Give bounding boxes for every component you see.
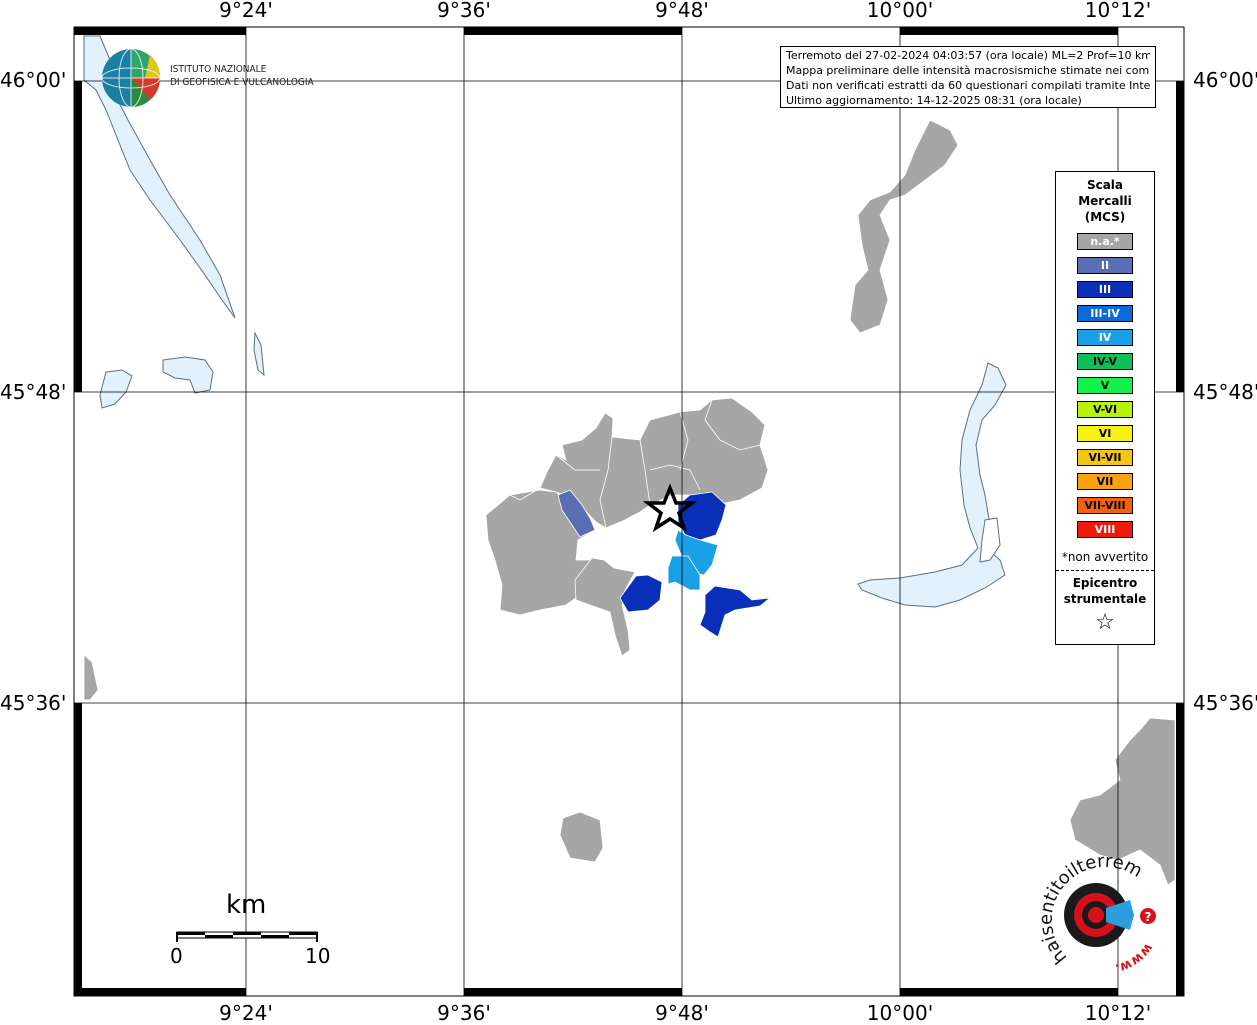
muni-south-small xyxy=(559,811,604,863)
legend-swatch-6: V xyxy=(1077,377,1133,394)
legend-swatch-2: III xyxy=(1077,281,1133,298)
legend-swatch-11: VII-VIII xyxy=(1077,497,1133,514)
ingv-logo-globe-icon xyxy=(101,48,161,108)
lake-small-3 xyxy=(99,369,133,409)
tick-right-1: 46°00' xyxy=(1193,68,1257,92)
muni-iv-1 xyxy=(674,529,719,576)
tick-bottom-1: 9°24' xyxy=(219,1001,273,1025)
tick-bottom-2: 9°36' xyxy=(437,1001,491,1025)
municipal-borders xyxy=(509,399,761,529)
lake-island xyxy=(979,517,1001,563)
legend-note: *non avvertito xyxy=(1061,550,1149,564)
tick-top-5: 10°12' xyxy=(1084,0,1152,22)
muni-iii-2 xyxy=(619,574,663,613)
scale-start: 0 xyxy=(170,944,183,968)
info-line-3: Dati non verificati estratti da 60 quest… xyxy=(786,79,1150,92)
legend-title-3: (MCS) xyxy=(1084,210,1126,224)
legend-swatch-9: VI-VII xyxy=(1077,449,1133,466)
lake-small-1 xyxy=(253,331,265,377)
tick-bottom-4: 10°00' xyxy=(866,1001,934,1025)
lake-iseo xyxy=(857,362,1007,608)
logo-line-2: DI GEOFISICA E VULCANOLOGIA xyxy=(170,77,314,88)
info-line-1: Terremoto del 27-02-2024 04:03:57 (ora l… xyxy=(786,49,1150,62)
legend-swatch-1: II xyxy=(1077,257,1133,274)
muni-intensity-ii xyxy=(557,489,596,538)
legend-swatch-8: VI xyxy=(1077,425,1133,442)
logo-line-1: ISTITUTO NAZIONALE xyxy=(170,64,267,75)
legend-swatch-10: VII xyxy=(1077,473,1133,490)
legend-title-1: Scala xyxy=(1086,178,1124,192)
muni-cluster-south xyxy=(574,557,636,657)
legend-star-icon: ☆ xyxy=(1095,610,1115,635)
mcs-legend: Scala Mercalli (MCS) n.a.* II III III-IV IV I… xyxy=(1055,171,1155,645)
muni-west-edge xyxy=(83,654,99,701)
tick-top-3: 9°48' xyxy=(655,0,709,22)
epicenter-star-icon xyxy=(642,483,698,533)
legend-epicenter: Epicentro strumentale xyxy=(1056,575,1154,607)
tick-left-1: 46°00' xyxy=(0,68,67,92)
muni-southeast xyxy=(1069,717,1176,886)
tick-bottom-5: 10°12' xyxy=(1084,1001,1152,1025)
muni-iv-2 xyxy=(667,555,701,591)
muni-iii-3 xyxy=(699,585,772,638)
legend-title-2: Mercalli xyxy=(1078,194,1132,208)
legend-swatch-4: IV xyxy=(1077,329,1133,346)
legend-items: n.a.* II III III-IV IV IV-V V V-VI VI VI-VII VII VI… xyxy=(1056,233,1154,538)
legend-title: Scala Mercalli (MCS) xyxy=(1056,177,1154,225)
tick-left-3: 45°36' xyxy=(0,691,67,715)
tick-top-1: 9°24' xyxy=(219,0,273,22)
tick-left-2: 45°48' xyxy=(0,380,67,404)
info-line-4: Ultimo aggiornamento: 14-12-2025 08:31 (… xyxy=(786,94,1082,107)
tick-top-4: 10°00' xyxy=(866,0,934,22)
legend-swatch-7: V-VI xyxy=(1077,401,1133,418)
ingv-logo-text: ISTITUTO NAZIONALE DI GEOFISICA E VULCAN… xyxy=(170,63,314,89)
scale-bar xyxy=(176,931,318,942)
tick-right-3: 45°36' xyxy=(1193,691,1257,715)
legend-epicenter-1: Epicentro xyxy=(1072,576,1138,590)
legend-separator xyxy=(1056,570,1154,571)
frame-bars xyxy=(74,27,1184,996)
event-info-box: Terremoto del 27-02-2024 04:03:57 (ora l… xyxy=(780,46,1156,108)
legend-swatch-12: VIII xyxy=(1077,521,1133,538)
scale-unit: km xyxy=(226,890,267,920)
tick-right-2: 45°48' xyxy=(1193,380,1257,404)
municipalities-iv xyxy=(667,529,719,591)
lake-small-2 xyxy=(162,356,214,394)
legend-swatch-5: IV-V xyxy=(1077,353,1133,370)
legend-swatch-3: III-IV xyxy=(1077,305,1133,322)
tick-top-2: 9°36' xyxy=(437,0,491,22)
muni-north-1 xyxy=(849,119,959,334)
info-line-2: Mappa preliminare delle intensità macros… xyxy=(786,64,1150,77)
svg-text:?: ? xyxy=(1145,910,1152,924)
legend-epicenter-2: strumentale xyxy=(1063,592,1147,606)
scale-end: 10 xyxy=(305,944,331,968)
tick-bottom-3: 9°48' xyxy=(655,1001,709,1025)
legend-swatch-0: n.a.* xyxy=(1077,233,1133,250)
